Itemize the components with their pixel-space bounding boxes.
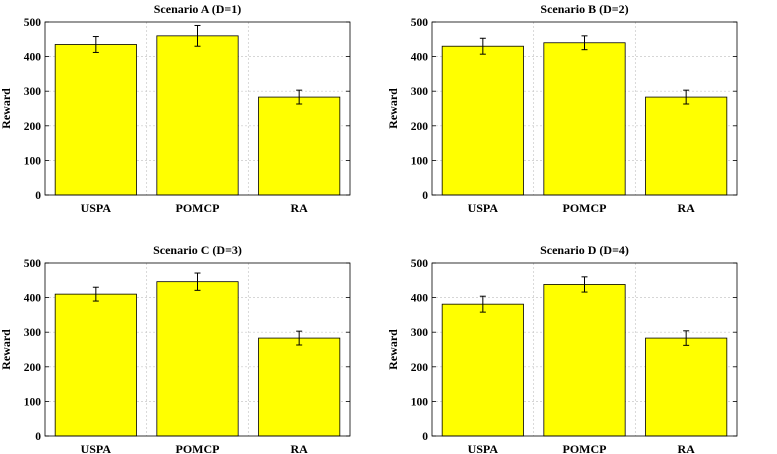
x-tick-label: RA	[290, 442, 308, 454]
x-tick-label: USPA	[468, 442, 499, 454]
y-tick-label: 200	[411, 121, 429, 133]
bar-uspa	[441, 303, 524, 437]
x-tick-label: USPA	[468, 201, 499, 215]
x-tick-label: POMCP	[563, 442, 607, 454]
bar-ra	[645, 337, 728, 437]
y-tick-label: 0	[35, 431, 41, 443]
y-tick-label: 100	[411, 155, 429, 167]
axes-frame	[431, 262, 738, 437]
bar-pomcp	[156, 281, 239, 437]
y-tick-label: 300	[411, 327, 429, 339]
axes-frame	[44, 21, 351, 196]
chart-title: Scenario D (D=4)	[540, 243, 629, 257]
x-tick-label: POMCP	[176, 442, 220, 454]
bar-uspa	[54, 293, 137, 437]
chart-title: Scenario B (D=2)	[540, 2, 628, 16]
bar-ra	[258, 337, 341, 437]
y-tick-label: 100	[24, 396, 42, 408]
x-tick-label: USPA	[81, 201, 112, 215]
axes-frame	[431, 21, 738, 196]
x-tick-label: RA	[677, 201, 695, 215]
bar-pomcp	[543, 42, 626, 196]
y-tick-label: 400	[411, 293, 429, 305]
bar-uspa	[54, 44, 137, 196]
y-tick-label: 0	[422, 190, 428, 202]
y-tick-label: 200	[411, 362, 429, 374]
chart-panel-3: USPA POMCP RA 0 100 200 300 400 500 Scenario C (D…	[0, 243, 351, 454]
bar-ra	[645, 96, 728, 196]
x-tick-label: RA	[677, 442, 695, 454]
y-tick-label: 500	[24, 258, 42, 270]
bar-uspa	[441, 45, 524, 196]
chart-title: Scenario A (D=1)	[154, 2, 242, 16]
chart-title: Scenario C (D=3)	[153, 243, 242, 257]
chart-panel-2: USPA POMCP RA 0 100 200 300 400 500 Scenario B (D…	[386, 2, 738, 215]
x-tick-label: RA	[290, 201, 308, 215]
y-tick-label: 500	[411, 258, 429, 270]
y-axis-label: Reward	[386, 329, 400, 370]
y-tick-label: 200	[24, 362, 42, 374]
chart-panel-1: USPA POMCP RA 0 100 200 300 400 500 Scenario A (D…	[0, 2, 351, 215]
y-axis-label: Reward	[0, 329, 13, 370]
y-tick-label: 0	[35, 190, 41, 202]
y-tick-label: 400	[24, 52, 42, 64]
y-tick-label: 300	[24, 327, 42, 339]
y-tick-label: 100	[411, 396, 429, 408]
x-tick-label: USPA	[81, 442, 112, 454]
y-tick-label: 100	[24, 155, 42, 167]
y-axis-label: Reward	[0, 88, 13, 129]
axes-frame	[44, 262, 351, 437]
y-tick-label: 300	[411, 86, 429, 98]
y-tick-label: 0	[422, 431, 428, 443]
x-tick-label: POMCP	[563, 201, 607, 215]
y-tick-label: 500	[411, 17, 429, 29]
bar-pomcp	[543, 284, 626, 437]
y-axis-label: Reward	[386, 88, 400, 129]
y-tick-label: 200	[24, 121, 42, 133]
chart-panel-4: USPA POMCP RA 0 100 200 300 400 500 Scenario D (D…	[386, 243, 738, 454]
y-tick-label: 400	[24, 293, 42, 305]
y-tick-label: 400	[411, 52, 429, 64]
bar-pomcp	[156, 35, 239, 196]
y-tick-label: 300	[24, 86, 42, 98]
bar-ra	[258, 96, 341, 196]
x-tick-label: POMCP	[176, 201, 220, 215]
y-tick-label: 500	[24, 17, 42, 29]
